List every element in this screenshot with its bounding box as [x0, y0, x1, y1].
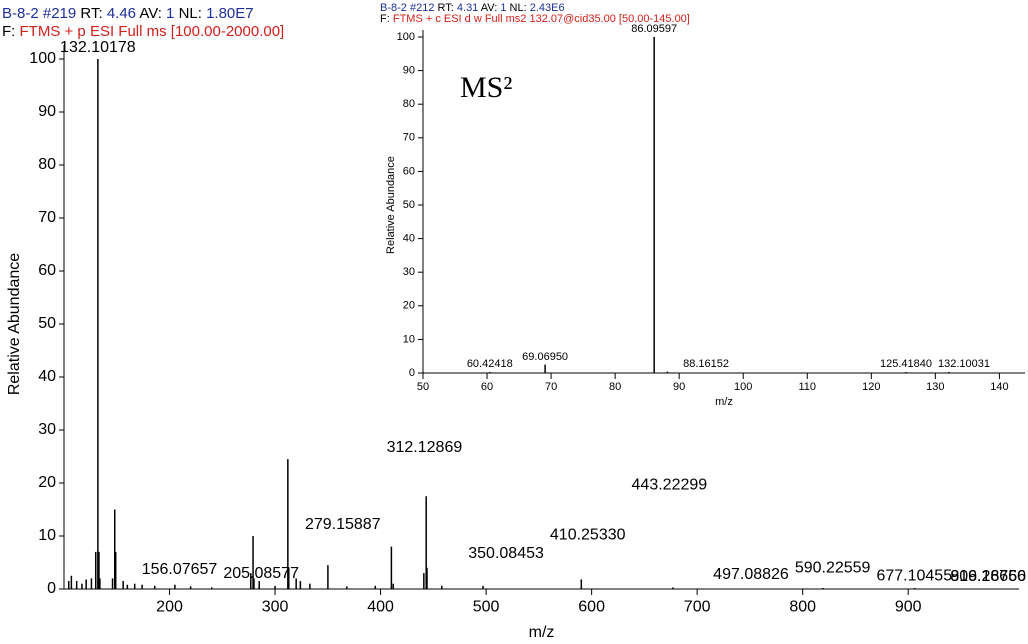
filter-line: F: FTMS + p ESI Full ms [100.00-2000.00] — [2, 23, 284, 40]
y-tick-label: 50 — [403, 199, 415, 211]
header-part: F: — [380, 13, 390, 25]
peak-label: 125.41840 — [880, 358, 932, 370]
y-tick-label: 100 — [397, 31, 415, 43]
x-tick-label: 110 — [798, 381, 816, 393]
y-axis-label: Relative Abundance — [385, 156, 397, 254]
x-tick-label: 90 — [673, 381, 685, 393]
y-axis-label: Relative Abundance — [6, 253, 23, 395]
y-tick-label: 80 — [38, 156, 56, 173]
y-tick-label: 60 — [403, 165, 415, 177]
y-tick-label: 50 — [38, 315, 56, 332]
peak-label: 677.10455 — [876, 567, 952, 584]
peak-label: 279.15887 — [305, 516, 381, 533]
peak-label: 443.22299 — [632, 476, 708, 493]
header-part: F: — [2, 23, 15, 40]
header-part: AV: — [139, 5, 162, 22]
annotation: MS² — [460, 71, 512, 104]
y-tick-label: 90 — [403, 65, 415, 77]
peak-label: 205.08577 — [223, 565, 299, 582]
peak-label: 86.09597 — [631, 23, 677, 35]
header-part: B-8-2 — [380, 2, 407, 14]
peak-label: 497.08826 — [713, 566, 789, 583]
y-tick-label: 80 — [403, 98, 415, 110]
y-tick-label: 10 — [403, 333, 415, 345]
header-part: 2.43E6 — [530, 2, 565, 14]
y-tick-label: 30 — [38, 421, 56, 438]
header-part: 1 — [166, 5, 174, 22]
header-part: 1.80E7 — [206, 5, 254, 22]
x-tick-label: 200 — [156, 599, 183, 616]
peak-label: 69.06950 — [522, 351, 568, 363]
x-tick-label: 900 — [895, 599, 922, 616]
x-tick-label: 80 — [609, 381, 621, 393]
y-tick-label: 0 — [409, 367, 415, 379]
x-tick-label: 130 — [926, 381, 944, 393]
filter-line: F: FTMS + c ESI d w Full ms2 132.07@cid3… — [380, 13, 690, 25]
peak-label: 590.22559 — [795, 559, 871, 576]
x-tick-label: 60 — [481, 381, 493, 393]
header-part: 1 — [500, 2, 506, 14]
x-tick-label: 140 — [990, 381, 1008, 393]
y-tick-label: 40 — [38, 368, 56, 385]
y-tick-label: 40 — [403, 233, 415, 245]
header-part: RT: — [438, 2, 454, 14]
x-tick-label: 300 — [262, 599, 289, 616]
x-tick-label: 600 — [578, 599, 605, 616]
header-part: #219 — [43, 5, 76, 22]
y-tick-label: 90 — [38, 103, 56, 120]
y-tick-label: 100 — [29, 50, 56, 67]
peak-label: 350.08453 — [468, 545, 544, 562]
y-tick-label: 10 — [38, 527, 56, 544]
header: B-8-2 #212 RT: 4.31 AV: 1 NL: 2.43E6 — [380, 2, 565, 14]
x-tick-label: 50 — [417, 381, 429, 393]
y-tick-label: 70 — [403, 132, 415, 144]
peak-label: 132.10178 — [60, 39, 136, 56]
header-part: RT: — [80, 5, 102, 22]
x-tick-label: 500 — [473, 599, 500, 616]
x-tick-label: 100 — [734, 381, 752, 393]
x-axis-label: m/z — [529, 624, 555, 641]
peak-label: 906.16656 — [950, 568, 1026, 585]
y-tick-label: 20 — [38, 474, 56, 491]
x-axis-label: m/z — [715, 396, 733, 408]
y-tick-label: 20 — [403, 300, 415, 312]
header: B-8-2 #219 RT: 4.46 AV: 1 NL: 1.80E7 — [2, 5, 254, 22]
header-part: #212 — [410, 2, 434, 14]
peak-label: 410.25330 — [550, 527, 626, 544]
peak-label: 312.12869 — [387, 439, 463, 456]
y-tick-label: 70 — [38, 209, 56, 226]
y-tick-label: 60 — [38, 262, 56, 279]
header-part: 4.46 — [107, 5, 136, 22]
header-part: FTMS + p ESI Full ms [100.00-2000.00] — [20, 23, 285, 40]
header-part: AV: — [481, 2, 498, 14]
peak-label: 156.07657 — [142, 561, 218, 578]
y-tick-label: 30 — [403, 266, 415, 278]
peak-label: 819.28760 — [950, 568, 1026, 585]
x-tick-label: 400 — [367, 599, 394, 616]
header-part: NL: — [179, 5, 202, 22]
x-tick-label: 700 — [684, 599, 711, 616]
peak-label: 88.16152 — [683, 358, 729, 370]
x-tick-label: 120 — [862, 381, 880, 393]
header-part: FTMS + c ESI d w Full ms2 132.07@cid35.0… — [393, 13, 690, 25]
x-tick-label: 800 — [789, 599, 816, 616]
header-part: NL: — [510, 2, 527, 14]
x-tick-label: 70 — [545, 381, 557, 393]
header-part: B-8-2 — [2, 5, 39, 22]
peak-label: 60.42418 — [467, 358, 513, 370]
peak-label: 132.10031 — [938, 358, 990, 370]
header-part: 4.31 — [457, 2, 478, 14]
y-tick-label: 0 — [47, 580, 56, 597]
